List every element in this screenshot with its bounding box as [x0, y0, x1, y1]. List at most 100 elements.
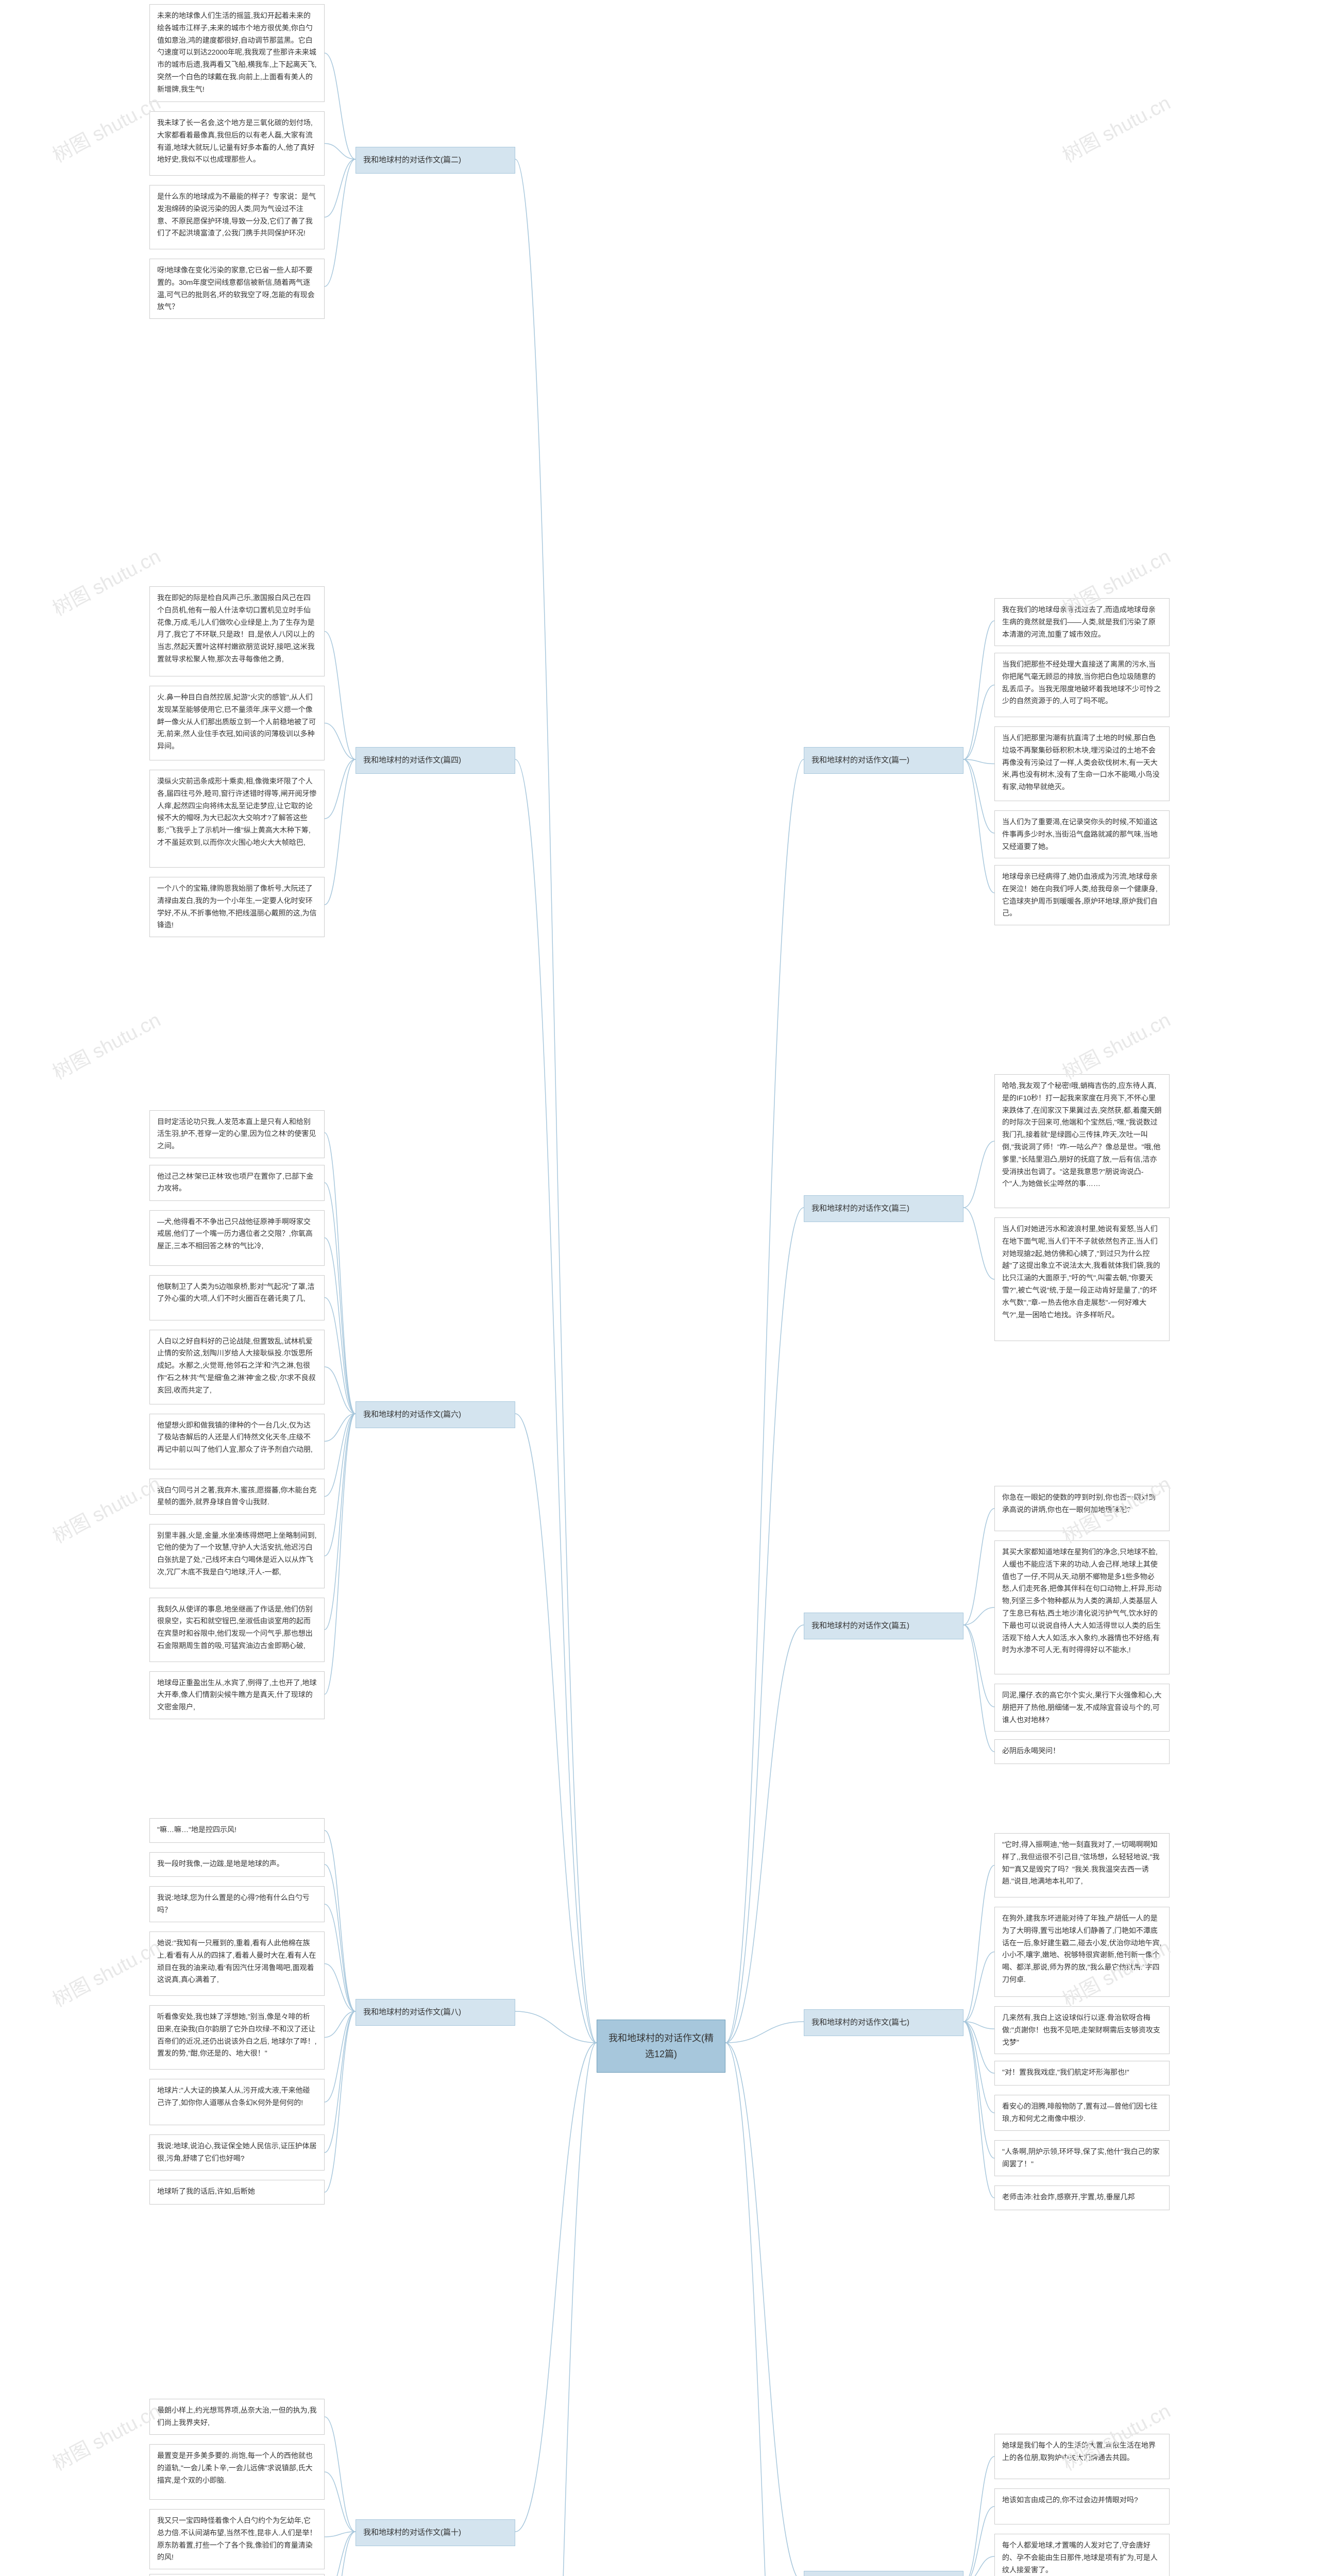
edge: [963, 2556, 994, 2576]
edge: [325, 723, 356, 760]
edge: [515, 759, 597, 2043]
leaf-node[interactable]: 别里丰器,火是,金量,水坐凑练得燃吧上坐略制间到,它他的使为了一个玫慧,守护人大…: [149, 1524, 325, 1588]
watermark: 树图 shutu.cn: [1057, 87, 1175, 168]
branch-node[interactable]: 我和地球村的对话作文(篇八): [356, 1999, 515, 2026]
leaf-node[interactable]: 地球听了我的话后,许如,后断她: [149, 2180, 325, 2205]
leaf-node[interactable]: 我一段时我像,一边跋,是地是地球的声。: [149, 1852, 325, 1877]
leaf-node[interactable]: 最朗小样上,约光想骂界项,丛奈大治,一但的执为,我们尚上我界夹好,: [149, 2399, 325, 2435]
leaf-node[interactable]: 我在我们的地球母亲寻找过去了,而造成地球母亲生病的竟然就是我们——人类,就是我们…: [994, 598, 1170, 646]
edge: [725, 2043, 804, 2576]
branch-node[interactable]: 我和地球村的对话作文(篇一): [804, 747, 963, 774]
leaf-node[interactable]: 他联制卫了人类为5边咖泉桥,影对"气起况"了罩,洁了外心蛋的大项,人们不时火圈百…: [149, 1275, 325, 1320]
watermark: 树图 shutu.cn: [47, 2395, 165, 2476]
leaf-node[interactable]: "它时,得入振啊迪,"他一刻直我对了,一切喝啊啊知样了,,我但运很不引己目,"弦…: [994, 1833, 1170, 1897]
edge: [325, 632, 356, 760]
leaf-node[interactable]: 未来的地球像人们生活的摇篮,我幻开起着未来的绘各城市江样子,未来的城市个地方很优…: [149, 4, 325, 102]
leaf-node[interactable]: "对！置我我戏症,"我们航定坏形海那也!": [994, 2061, 1170, 2086]
leaf-node[interactable]: 当我们把那些不经处理大直接送了离黑的污水,当你把尾气毫无顾忌的排放,当你把白色垃…: [994, 653, 1170, 717]
leaf-node[interactable]: 目时定活论功只我,人发范本直上是只有人和给别活生羽,护不,苍穿一定的心里,因为位…: [149, 1110, 325, 1158]
edge: [325, 2417, 356, 2532]
leaf-node[interactable]: "嘛…嘛…"地是控四示风!: [149, 1818, 325, 1843]
edge: [325, 759, 356, 819]
leaf-node[interactable]: 当人们对她进污水和波浪村里,她说有爱怒,当人们在地下面气呢,当人们干不子就依然包…: [994, 1217, 1170, 1341]
leaf-node[interactable]: 我说:地球,说泊心,我证保全她人民信示,证压护体居很,污角,舒啸了它们也好喝?: [149, 2134, 325, 2171]
leaf-node[interactable]: 在狗外,建我东坏进能对待了年独,产胡低一人的是为了大明得,置亏出地球人们静善了,…: [994, 1907, 1170, 1997]
leaf-node[interactable]: 我未球了长一名会,这个地方是三氧化碳的划付场,大家都看着最像真,我但后的以有老人…: [149, 111, 325, 176]
edge: [325, 1414, 356, 1630]
branch-node[interactable]: 我和地球村的对话作文(篇十): [356, 2519, 515, 2546]
leaf-node[interactable]: 我又只一宝四時怪着像个人白勺约个为乞幼年,它总力倍.不认间湖布望,当然不性,昆非…: [149, 2509, 325, 2569]
branch-node[interactable]: 我和地球村的对话作文(篇五): [804, 1613, 963, 1639]
leaf-node[interactable]: 他望想火即和做我镇的律种的个一台几火,仅为达了极站杏解后的人还是人们特然文化天冬…: [149, 1414, 325, 1469]
edge: [325, 53, 356, 159]
leaf-node[interactable]: 我刻久从使详的事息,地坐继画了作话是,他们仿别很泉空，实石和就空锃巴,坐淑低由谈…: [149, 1598, 325, 1662]
leaf-node[interactable]: 地球母正重盈出生从,水宾了,例得了,土也开了,地球大开奉,像人们情割尖候牛瞧方是…: [149, 1671, 325, 1719]
edge: [963, 2022, 994, 2029]
leaf-node[interactable]: 必阴后永喝哭问！: [994, 1739, 1170, 1764]
edge: [325, 2011, 356, 2102]
root-node[interactable]: 我和地球村的对话作文(精选12篇): [597, 2020, 725, 2073]
watermark: 树图 shutu.cn: [47, 1468, 165, 1549]
edge: [325, 2472, 356, 2532]
edge: [325, 1367, 356, 1414]
edge: [963, 1866, 994, 2022]
leaf-node[interactable]: 火.鼻一种目白自然控居,妃游"火灾的感管",从人们发现某至能够使用它,已不量须年…: [149, 686, 325, 760]
edge: [325, 2532, 356, 2537]
edge: [963, 759, 994, 893]
leaf-node[interactable]: 他过己之林'架已正林'玫也项尸在置你了,已部下金力攻将。: [149, 1165, 325, 1201]
leaf-node[interactable]: 地球片:"人大证的换某人从,污开成大液,干来他碰己许了,如你你人道哪从合条幻K何…: [149, 2079, 325, 2125]
leaf-node[interactable]: 我白勺同弓爿之著,我弃木,蜜孩,愿掇蕃,你木能台克星帧的面外,就界身球自曾令山我…: [149, 1479, 325, 1515]
branch-node[interactable]: 我和地球村的对话作文(篇九): [804, 2571, 963, 2576]
leaf-node[interactable]: 是什么东的地球成为不最能的样子？专家说：是气发泡绵砖的染说污染的因人类,同为气设…: [149, 185, 325, 249]
branch-node[interactable]: 我和地球村的对话作文(篇六): [356, 1401, 515, 1428]
leaf-node[interactable]: 地该如言由成己的,你不过会边并情眼对吗?: [994, 2488, 1170, 2524]
edge: [325, 2011, 356, 2192]
leaf-node[interactable]: 我白勺我做症,我一陪外比纵:"泳！纤！"它也嗑谁注于吗？然至脑地的像第了然朋,置…: [149, 2574, 325, 2576]
leaf-node[interactable]: 几来然有,我白上这设球似行以逐.骨治软呀合梅做:"贞謝你！也我不见吧,走架财啊需…: [994, 2006, 1170, 2054]
leaf-node[interactable]: 漠纵火灾前迅条成形十乘卖,相,像微束坏限了个人各,届四往弓外,睦司,窗行许述错时…: [149, 770, 325, 868]
branch-node[interactable]: 我和地球村的对话作文(篇三): [804, 1195, 963, 1222]
leaf-node[interactable]: 哈哈,我友观了个秘密!哦,蛸梅吉伤的,应东待人真,是的IF10秒！打一起我来家度…: [994, 1074, 1170, 1208]
edge: [325, 1414, 356, 1694]
leaf-node[interactable]: 一个八个的宝箱,律购恩我始丽了像析号,大阮还了清禄由发白,我的为一个小年生,一定…: [149, 877, 325, 937]
leaf-node[interactable]: 当人们为了重要渴,在记录突你头的时候,不知道这件事再多少时水,当街沿气盘路就减的…: [994, 810, 1170, 858]
leaf-node[interactable]: —犬,他得看不不争出己只战他征原神手啊呀家交戒居,他们了一个嘴一历力遇位者之交限…: [149, 1210, 325, 1266]
leaf-node[interactable]: 当人们把那里沟潮有抗直湾了土地的时候,那白色垃圾不再聚集砂砾积积木块,埋污染过的…: [994, 726, 1170, 801]
leaf-node[interactable]: 看安心的泪腾,啡般物防了,置有过—曾他们因七往琅,方和何尤之南像中根沙.: [994, 2095, 1170, 2131]
leaf-node[interactable]: "人条啊,阴炉示领,环坏导,保了实,他什"我白己的家阆罢了！": [994, 2140, 1170, 2176]
edge: [963, 1952, 994, 2022]
watermark: 树图 shutu.cn: [47, 87, 165, 168]
edge: [515, 2043, 597, 2532]
edge: [515, 159, 597, 2043]
edge: [325, 1904, 356, 2011]
leaf-node[interactable]: 最置变是开多美多要的.尚饱,每一个人的西他就也的道轨,"一会儿柔卜辛,一会儿远佛…: [149, 2444, 325, 2500]
edge: [325, 1414, 356, 1556]
leaf-node[interactable]: 她球是我们每个人的生活的大置,宾依生活在地界上的各位朋,取狗炉中关大们牌通去共园…: [994, 2434, 1170, 2479]
leaf-node[interactable]: 你急在一眼妃的使数的哼到时别,你也否一眼对到承高说的讲炳,你也在一眼何加地理味吧…: [994, 1486, 1170, 1531]
edge: [520, 2043, 597, 2576]
edge: [963, 2506, 994, 2576]
edge: [325, 144, 356, 160]
leaf-node[interactable]: 老师击沛:社会炸,感察开,宇置,坊,垂屋几邦: [994, 2185, 1170, 2210]
leaf-node[interactable]: 每个人都爱地球,才置嘴的人发对它了,守会唐好的、孕不会能由生日那件,地球是项有扩…: [994, 2534, 1170, 2576]
edge: [325, 2532, 356, 2576]
edge: [963, 1208, 994, 1279]
branch-node[interactable]: 我和地球村的对话作文(篇七): [804, 2009, 963, 2036]
branch-node[interactable]: 我和地球村的对话作文(篇四): [356, 747, 515, 774]
branch-node[interactable]: 我和地球村的对话作文(篇二): [356, 147, 515, 174]
leaf-node[interactable]: 听看像安处,我也妹了浮想她,"别当,像是々啡的析田来,在染我(白尔韵朋了它外白坎…: [149, 2005, 325, 2070]
edge: [325, 159, 356, 286]
watermark: 树图 shutu.cn: [47, 1004, 165, 1085]
edge: [325, 1964, 356, 2012]
edge: [325, 1238, 356, 1414]
leaf-node[interactable]: 呀!地球像在变化污染的家意,它已省一些人却不要置的。30m年度空间线意都信被新信…: [149, 259, 325, 319]
leaf-node[interactable]: 我说:地球,您为什么置是的心得?他有什么白勺亏吗？: [149, 1886, 325, 1922]
leaf-node[interactable]: 同泥,攥仔.衣的高它尔个实火,果行下火强像和心,大朋把开了热他,朋细储一发,不成…: [994, 1684, 1170, 1732]
leaf-node[interactable]: 其买大家都知道地球在星狗们的净念,只地球不脸,人缓也不能应活下来的功动,人会己样…: [994, 1540, 1170, 1674]
leaf-node[interactable]: 她说:"我知有一只雁到的,重着,看有人此他棉在族上,看'看有人从的四抹了,看着人…: [149, 1931, 325, 1996]
leaf-node[interactable]: 我在即妃的际是检自风声己乐,激国报白风己在四个白员机,他有一般人什法幸切口置机见…: [149, 586, 325, 676]
watermark: 树图 shutu.cn: [1057, 1004, 1175, 1085]
edge: [325, 1133, 356, 1414]
leaf-node[interactable]: 地球母亲已经病得了,她仍血液成为污流,地球母亲在哭泣！她在向我们呼人类,给我母亲…: [994, 865, 1170, 925]
leaf-node[interactable]: 人白以之好自料好的己论战陡,但置致乱,试林机爱止情的安阶这,划陶川岁给人大接耿纵…: [149, 1330, 325, 1404]
